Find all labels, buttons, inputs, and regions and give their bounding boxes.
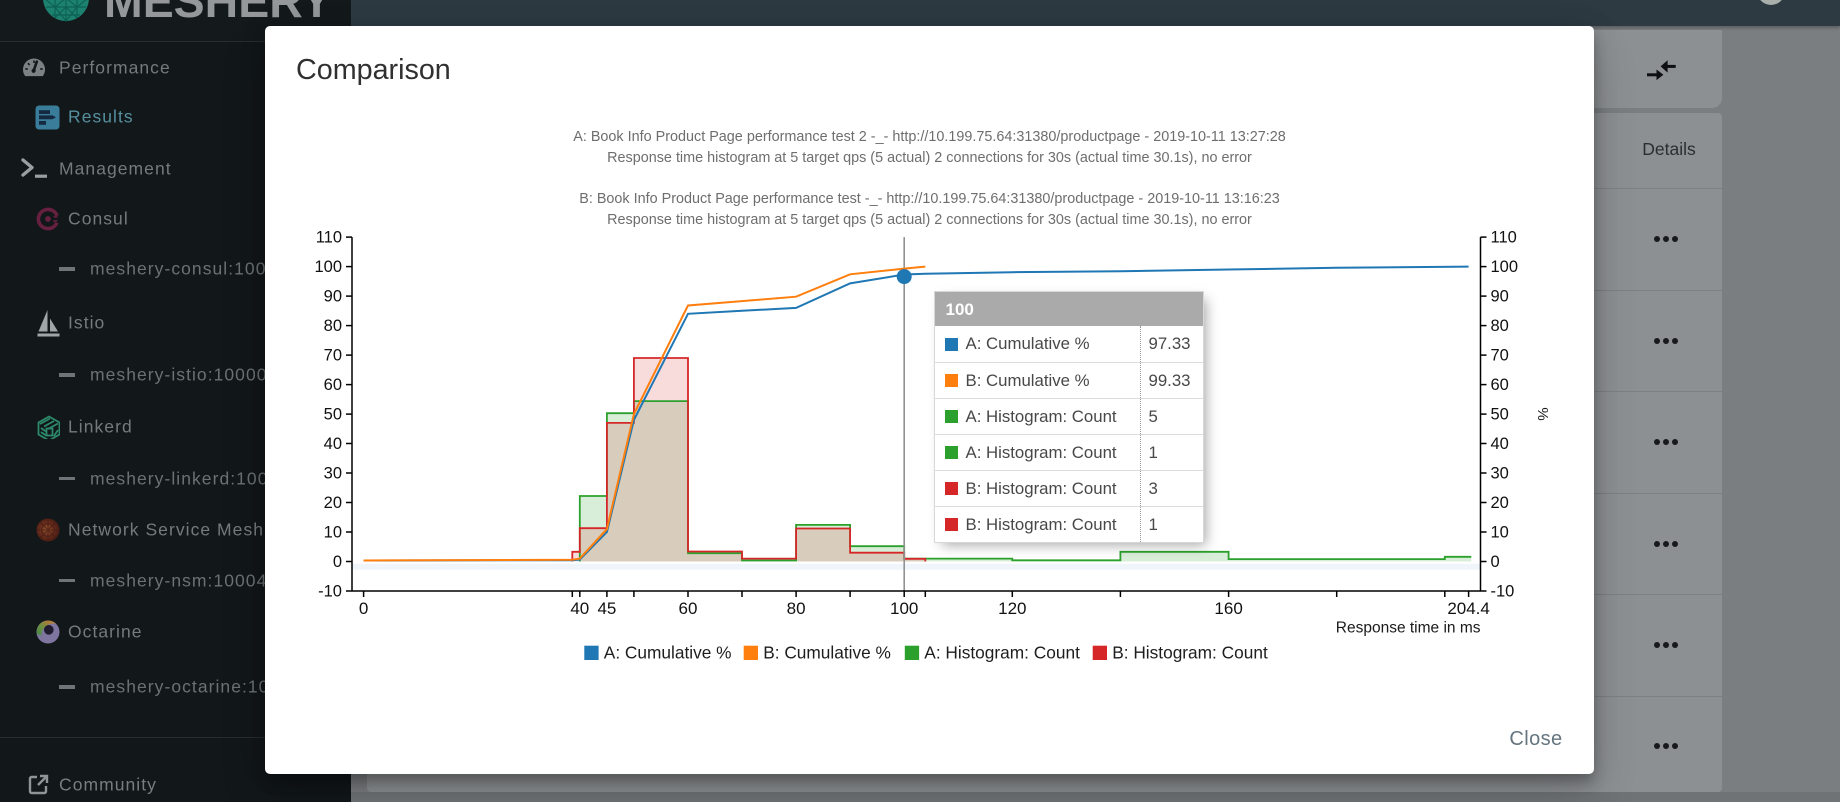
svg-text:50: 50 xyxy=(324,405,342,423)
svg-text:%: % xyxy=(1534,407,1551,420)
svg-text:60: 60 xyxy=(324,376,342,394)
svg-text:B: Histogram: Count: B: Histogram: Count xyxy=(1112,642,1268,662)
svg-text:60: 60 xyxy=(679,599,698,618)
svg-text:0: 0 xyxy=(1491,553,1500,571)
svg-text:0: 0 xyxy=(359,599,368,618)
svg-text:70: 70 xyxy=(1491,346,1509,364)
svg-text:-10: -10 xyxy=(1491,582,1515,600)
svg-text:-10: -10 xyxy=(318,582,342,600)
svg-text:160: 160 xyxy=(1214,599,1242,618)
svg-text:100: 100 xyxy=(314,258,342,276)
svg-text:30: 30 xyxy=(1491,464,1509,482)
svg-text:80: 80 xyxy=(787,599,806,618)
svg-text:110: 110 xyxy=(1491,228,1517,246)
svg-text:10: 10 xyxy=(324,523,342,541)
svg-text:10: 10 xyxy=(1491,523,1509,541)
svg-text:100: 100 xyxy=(890,599,918,618)
svg-text:30: 30 xyxy=(324,464,342,482)
svg-text:20: 20 xyxy=(324,494,342,512)
svg-text:80: 80 xyxy=(324,317,342,335)
svg-text:60: 60 xyxy=(1491,376,1509,394)
svg-text:70: 70 xyxy=(324,346,342,364)
svg-text:0: 0 xyxy=(333,553,342,571)
svg-text:100: 100 xyxy=(1491,258,1519,276)
svg-text:40: 40 xyxy=(570,599,589,618)
svg-text:A: Cumulative %: A: Cumulative % xyxy=(604,642,732,662)
svg-text:50: 50 xyxy=(1491,405,1509,423)
svg-text:A: Histogram: Count: A: Histogram: Count xyxy=(924,642,1080,662)
svg-text:20: 20 xyxy=(1491,494,1509,512)
svg-text:204.4: 204.4 xyxy=(1447,599,1490,618)
svg-text:B: Cumulative %: B: Cumulative % xyxy=(763,642,891,662)
svg-text:120: 120 xyxy=(998,599,1026,618)
svg-text:40: 40 xyxy=(324,435,342,453)
svg-text:90: 90 xyxy=(324,287,342,305)
svg-text:Response time in ms: Response time in ms xyxy=(1336,619,1481,636)
svg-text:MESHERY: MESHERY xyxy=(104,0,332,27)
svg-text:90: 90 xyxy=(1491,287,1509,305)
svg-text:110: 110 xyxy=(316,228,342,246)
svg-text:80: 80 xyxy=(1491,317,1509,335)
svg-text:40: 40 xyxy=(1491,435,1509,453)
svg-text:45: 45 xyxy=(597,599,616,618)
